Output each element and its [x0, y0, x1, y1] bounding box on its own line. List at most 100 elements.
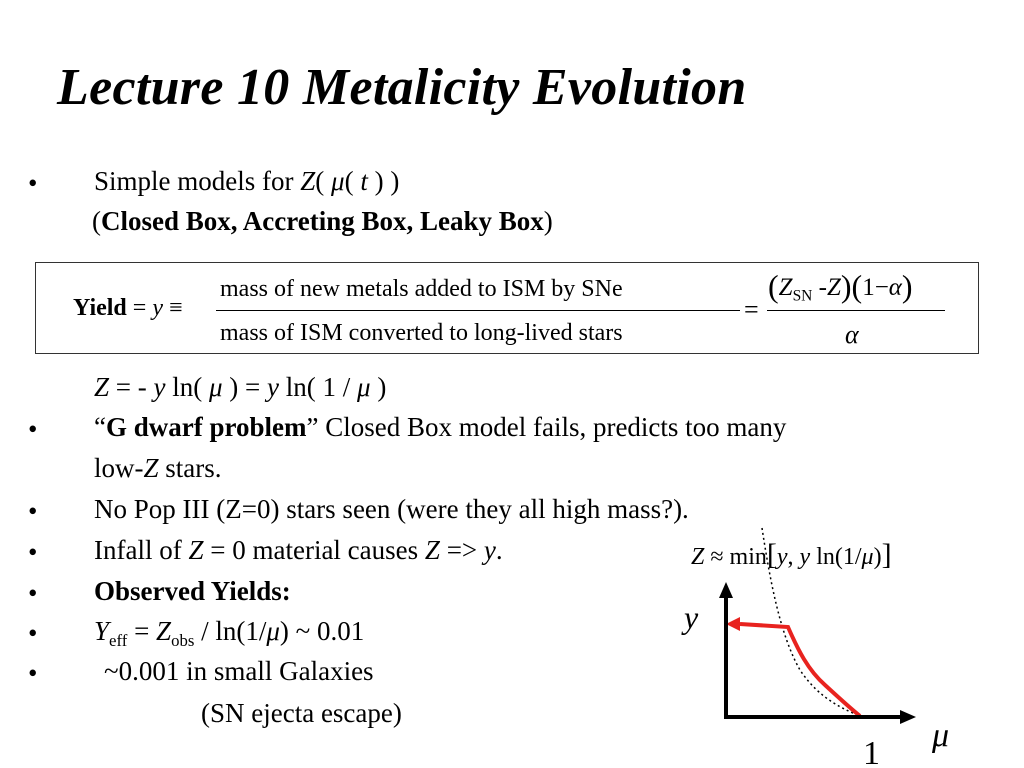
subscript-obs: obs: [171, 630, 195, 650]
infall-line: Infall of Z = 0 material causes Z => y.: [94, 537, 503, 564]
x-axis-label: μ: [931, 717, 949, 754]
bullet-marker: •: [28, 578, 38, 608]
pop-iii-line: No Pop III (Z=0) stars seen (were they a…: [94, 494, 689, 524]
page-title: Lecture 10 Metalicity Evolution: [57, 59, 747, 116]
paren-open: (: [344, 166, 361, 196]
infall-text: = 0 material causes: [203, 535, 425, 565]
yield-label: Yield: [73, 295, 127, 321]
var-mu: μ: [266, 616, 280, 646]
infall-text: Infall of: [94, 535, 189, 565]
paren-close: ): [543, 206, 553, 236]
paren-close: ) ): [367, 166, 400, 196]
subscript-sn: SN: [792, 287, 813, 305]
quote-open: “: [94, 412, 106, 442]
var-Z: Z: [424, 535, 440, 565]
equals-sign: =: [126, 295, 153, 321]
gdwarf-term: G dwarf problem: [105, 412, 307, 442]
bullet-marker: •: [28, 414, 38, 444]
x-tick-label-one: 1: [863, 735, 880, 768]
var-alpha: α: [888, 274, 902, 301]
simple-models-text: Simple models for: [94, 166, 301, 196]
var-Z: Z: [188, 535, 204, 565]
models-list: Closed Box, Accreting Box, Leaky Box: [101, 206, 544, 236]
yield-denominator: mass of ISM converted to long-lived star…: [220, 320, 623, 346]
yield-label-group: Yield = y ≡: [73, 295, 183, 322]
y-axis-arrowhead: [719, 582, 733, 598]
yield-schematic-graph: y μ 1: [681, 527, 949, 768]
one-minus: 1−: [862, 274, 889, 301]
bullet-marker: •: [28, 658, 38, 688]
var-y: y: [152, 295, 163, 321]
simple-models-line: Simple models for Z( μ( t ) ): [94, 168, 399, 195]
var-mu: μ: [208, 372, 223, 402]
var-alpha: α: [845, 320, 859, 349]
eq-text: ) =: [222, 372, 268, 402]
var-Z: Z: [94, 372, 110, 402]
eq-text: =: [127, 616, 157, 646]
var-Z-sn: Z: [778, 274, 793, 301]
closed-box-solution: Z = - y ln( μ ) = y ln( 1 / μ ): [94, 374, 386, 401]
var-y: y: [799, 544, 811, 570]
var-t: t: [360, 166, 368, 196]
fraction-bar: [767, 310, 945, 311]
bullet-marker: •: [28, 618, 38, 648]
var-y: y: [776, 544, 788, 570]
bullet-marker: •: [28, 168, 38, 198]
equiv-sign: ≡: [162, 295, 183, 321]
var-Z: Z: [156, 616, 172, 646]
closed-box-dotted-curve: [761, 527, 866, 719]
arrow-head: [726, 617, 740, 631]
yield-definition-box: [35, 262, 979, 354]
var-Y: Y: [94, 616, 110, 646]
gdwarf-line-2: low-Z stars.: [94, 455, 222, 482]
var-Z: Z: [826, 274, 841, 301]
var-y: y: [267, 372, 279, 402]
alpha-denominator: α: [845, 320, 859, 350]
var-Z: Z: [691, 544, 705, 570]
effective-yield-line: Yeff = Zobs / ln(1/μ) ~ 0.01: [94, 616, 365, 649]
formula-text: ≈ min: [704, 544, 767, 570]
small-galaxies-line: ~0.001 in small Galaxies: [104, 656, 374, 686]
var-Z: Z: [300, 166, 316, 196]
gdwarf-text: stars.: [158, 453, 222, 483]
formula-text: ln(1/: [810, 544, 862, 570]
bracket-open: [: [766, 538, 777, 571]
gdwarf-text: low-: [94, 453, 144, 483]
paren-open: (: [851, 268, 863, 304]
eq-text: ln( 1 /: [279, 372, 357, 402]
fraction-bar: [216, 310, 740, 311]
eq-text: / ln(1/: [194, 616, 267, 646]
min-formula: Z ≈ min[y, y ln(1/μ)]: [691, 540, 892, 570]
bracket-close: ]: [881, 538, 892, 571]
yield-numerator: mass of new metals added to ISM by SNe: [220, 276, 623, 302]
minus-sign: -: [812, 274, 827, 301]
formula-text: ): [873, 544, 882, 570]
paren-close: ): [840, 268, 852, 304]
paren-open: (: [92, 206, 101, 236]
observed-yields-heading: Observed Yields:: [94, 578, 291, 605]
eq-text: ln(: [165, 372, 209, 402]
formula-text: ,: [787, 544, 800, 570]
yield-formula-numerator: (ZSN -Z)(1−α): [768, 268, 913, 305]
var-y: y: [483, 535, 496, 565]
y-axis-label: y: [681, 599, 699, 635]
var-y: y: [153, 372, 166, 402]
eq-text: = -: [109, 372, 154, 402]
gdwarf-text: ” Closed Box model fails, predicts too m…: [306, 412, 787, 442]
var-mu: μ: [357, 372, 371, 402]
paren-open: (: [315, 166, 332, 196]
sn-ejecta-line: (SN ejecta escape): [201, 698, 402, 728]
infall-text: =>: [439, 535, 484, 565]
equals-sign: =: [744, 295, 759, 324]
bullet-marker: •: [28, 496, 38, 526]
observed-yields-label: Observed Yields:: [94, 576, 291, 606]
gdwarf-line: “G dwarf problem” Closed Box model fails…: [94, 414, 786, 441]
eq-text: ): [370, 372, 387, 402]
eq-text: ) ~ 0.01: [279, 616, 365, 646]
bullet-marker: •: [28, 537, 38, 567]
paren-open: (: [768, 268, 779, 304]
x-axis-arrowhead: [900, 710, 916, 724]
yield-curve: [739, 622, 862, 718]
subscript-eff: eff: [109, 630, 128, 650]
var-mu: μ: [861, 544, 874, 570]
